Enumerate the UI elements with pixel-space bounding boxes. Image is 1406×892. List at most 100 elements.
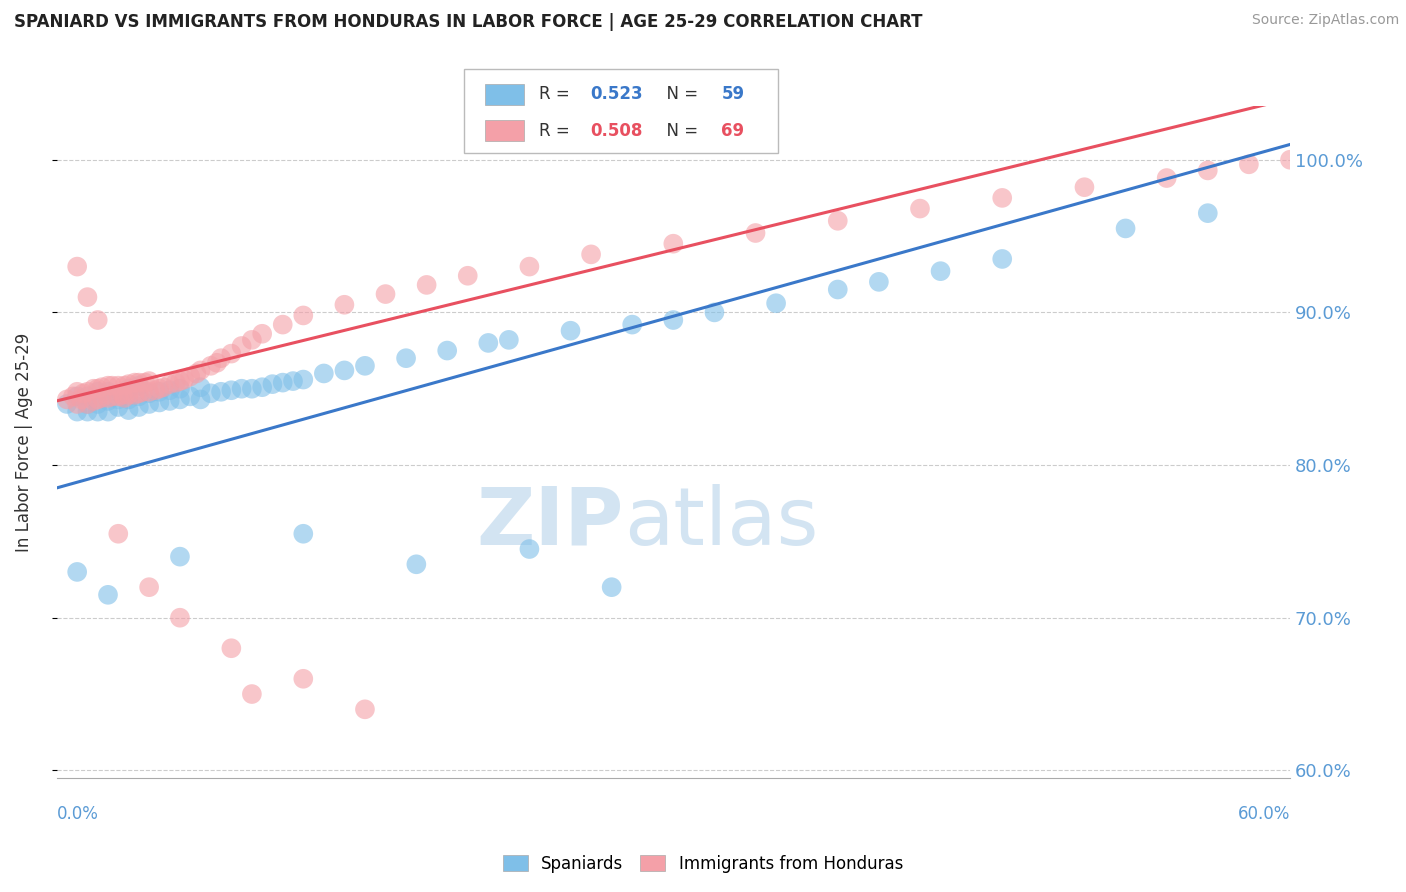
Point	[97, 378, 120, 392]
Point	[169, 392, 191, 407]
Point	[519, 541, 541, 556]
Point	[169, 382, 191, 396]
Point	[107, 392, 129, 407]
Point	[169, 611, 191, 625]
Point	[179, 369, 201, 384]
Point	[66, 397, 89, 411]
Point	[312, 367, 335, 381]
Point	[70, 392, 93, 407]
Point	[66, 565, 89, 579]
Point	[662, 313, 685, 327]
Point	[138, 384, 160, 399]
Point	[179, 389, 201, 403]
Point	[292, 373, 315, 387]
Point	[90, 380, 112, 394]
Point	[117, 392, 139, 407]
Point	[107, 526, 129, 541]
Point	[827, 283, 849, 297]
Text: 0.508: 0.508	[591, 121, 643, 140]
Point	[138, 397, 160, 411]
Point	[111, 388, 134, 402]
Point	[354, 359, 377, 373]
Text: SPANIARD VS IMMIGRANTS FROM HONDURAS IN LABOR FORCE | AGE 25-29 CORRELATION CHAR: SPANIARD VS IMMIGRANTS FROM HONDURAS IN …	[14, 13, 922, 31]
Point	[271, 376, 294, 390]
Point	[186, 367, 208, 381]
Point	[200, 359, 222, 373]
Point	[97, 384, 120, 399]
Bar	[485, 120, 524, 142]
Point	[209, 384, 232, 399]
Point	[703, 305, 725, 319]
Point	[107, 378, 129, 392]
Point	[148, 395, 170, 409]
Text: ZIP: ZIP	[477, 483, 624, 562]
Point	[114, 391, 136, 405]
Point	[1197, 206, 1219, 220]
Point	[87, 384, 110, 399]
Text: atlas: atlas	[624, 483, 818, 562]
Point	[72, 386, 94, 401]
Point	[66, 404, 89, 418]
Point	[124, 376, 146, 390]
Point	[221, 346, 243, 360]
Text: N =: N =	[657, 86, 703, 103]
Y-axis label: In Labor Force | Age 25-29: In Labor Force | Age 25-29	[15, 333, 32, 552]
Point	[66, 260, 89, 274]
FancyBboxPatch shape	[464, 70, 778, 153]
Point	[87, 404, 110, 418]
Point	[83, 393, 105, 408]
Point	[107, 400, 129, 414]
Point	[209, 351, 232, 366]
Point	[107, 389, 129, 403]
Point	[97, 393, 120, 408]
Point	[132, 384, 155, 399]
Point	[114, 378, 136, 392]
Point	[117, 382, 139, 396]
Text: 69: 69	[721, 121, 745, 140]
Text: Source: ZipAtlas.com: Source: ZipAtlas.com	[1251, 13, 1399, 28]
Point	[87, 392, 110, 407]
Point	[159, 393, 181, 408]
Point	[292, 309, 315, 323]
Point	[76, 397, 98, 411]
Point	[76, 290, 98, 304]
Point	[205, 356, 228, 370]
Point	[169, 374, 191, 388]
Point	[117, 388, 139, 402]
Point	[744, 226, 766, 240]
Text: 60.0%: 60.0%	[1237, 805, 1291, 823]
Point	[128, 386, 150, 401]
Legend: Spaniards, Immigrants from Honduras: Spaniards, Immigrants from Honduras	[496, 848, 910, 880]
Point	[1197, 163, 1219, 178]
Point	[56, 397, 79, 411]
Point	[436, 343, 458, 358]
Point	[117, 403, 139, 417]
Point	[200, 386, 222, 401]
Point	[138, 386, 160, 401]
Point	[262, 377, 284, 392]
Point	[1115, 221, 1137, 235]
Point	[250, 380, 273, 394]
Point	[148, 384, 170, 399]
Point	[374, 287, 396, 301]
Point	[240, 333, 263, 347]
Point	[134, 376, 156, 390]
Point	[90, 391, 112, 405]
Point	[395, 351, 418, 366]
Point	[991, 191, 1014, 205]
Point	[477, 335, 499, 350]
Point	[1156, 171, 1178, 186]
Text: 59: 59	[721, 86, 745, 103]
Point	[76, 397, 98, 411]
Point	[929, 264, 952, 278]
Point	[765, 296, 787, 310]
Point	[190, 380, 212, 394]
Bar	[485, 84, 524, 105]
Point	[827, 214, 849, 228]
Point	[165, 376, 187, 390]
Point	[1073, 180, 1095, 194]
Point	[138, 374, 160, 388]
Point	[271, 318, 294, 332]
Point	[143, 383, 166, 397]
Point	[76, 404, 98, 418]
